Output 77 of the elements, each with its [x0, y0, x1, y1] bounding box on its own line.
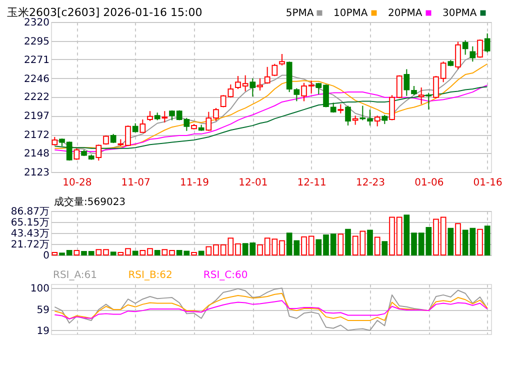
candlestick: [257, 78, 263, 92]
candlestick: [470, 46, 476, 62]
legend-label: 30PMA: [442, 8, 477, 19]
x-tick-label: 12-11: [297, 178, 326, 188]
x-tick-label: 01-16: [473, 178, 502, 188]
bar: [455, 223, 461, 256]
y-tick-label: 0: [43, 250, 50, 262]
bar: [132, 250, 138, 256]
text: RSI_B:62: [128, 270, 172, 281]
line-series: [54, 288, 488, 331]
candlestick: [426, 92, 432, 110]
bar: [367, 230, 373, 256]
chart-title: 成交量:569023: [54, 196, 126, 208]
candlestick: [279, 53, 285, 66]
y-tick-label: 2197: [24, 111, 50, 122]
bar: [382, 241, 388, 256]
bar: [338, 234, 344, 256]
bar: [448, 228, 454, 256]
candlestick: [140, 118, 146, 133]
y-tick-label: 2320: [24, 18, 50, 28]
y-tick-label: 65.15万: [10, 218, 50, 228]
legend-label: 10PMA: [334, 8, 368, 19]
legend-label: 20PMA: [388, 8, 422, 19]
candlestick: [345, 105, 351, 126]
candlestick: [418, 86, 424, 105]
candlestick: [462, 40, 468, 56]
y-tick-label: 43.43万: [10, 228, 50, 240]
y-tick-label: 2222: [24, 92, 50, 104]
bar: [198, 250, 204, 256]
bar: [191, 252, 197, 256]
x-tick-label: 11-07: [121, 178, 150, 188]
text: RSI_A:61: [53, 270, 98, 281]
y-tick-label: 59: [36, 305, 50, 316]
x-tick-label: 10-28: [62, 178, 92, 188]
bar: [477, 228, 483, 256]
candlestick: [484, 32, 490, 53]
y-tick-label: 2148: [24, 148, 50, 160]
candlestick: [374, 115, 380, 127]
x-tick-label: 12-23: [356, 178, 386, 188]
candlestick: [455, 41, 461, 70]
y-tick-label: 2295: [24, 36, 50, 48]
bar: [484, 226, 490, 256]
candlestick: [264, 66, 270, 84]
y-tick-label: 2271: [24, 54, 50, 66]
line-series: [54, 292, 488, 321]
legend-label: 5PMA: [286, 8, 314, 19]
chart-title: 玉米2603[c2603] 2026-01-16 15:00: [7, 6, 202, 19]
bar: [374, 236, 380, 256]
y-tick-label: 86.87万: [10, 206, 50, 218]
x-tick-label: 01-06: [414, 178, 444, 188]
bar: [74, 250, 80, 256]
candlestick: [352, 115, 358, 126]
candlestick: [338, 104, 344, 114]
candlestick: [294, 88, 300, 102]
candlestick: [382, 114, 388, 125]
x-tick-label: 11-19: [180, 178, 210, 188]
y-tick-label: 21.72万: [10, 240, 50, 250]
bar: [110, 252, 116, 256]
candlestick: [74, 148, 80, 160]
text: RSI_C:60: [203, 270, 248, 281]
bar: [345, 228, 351, 256]
candlestick: [272, 63, 278, 77]
candlestick: [250, 78, 256, 98]
line-series: [54, 300, 488, 320]
candlestick: [477, 39, 483, 58]
y-tick-label: 2246: [24, 74, 50, 85]
candlestick: [132, 122, 138, 133]
x-tick-label: 12-01: [238, 178, 268, 188]
candlestick: [96, 144, 102, 162]
y-tick-label: 100: [30, 284, 50, 295]
y-tick-label: 19: [36, 326, 50, 337]
candlestick: [147, 110, 153, 122]
y-tick-label: 2123: [24, 168, 50, 178]
bar: [52, 252, 58, 256]
y-tick-label: 2172: [24, 130, 50, 142]
bar: [154, 250, 160, 256]
candlestick: [162, 110, 168, 124]
